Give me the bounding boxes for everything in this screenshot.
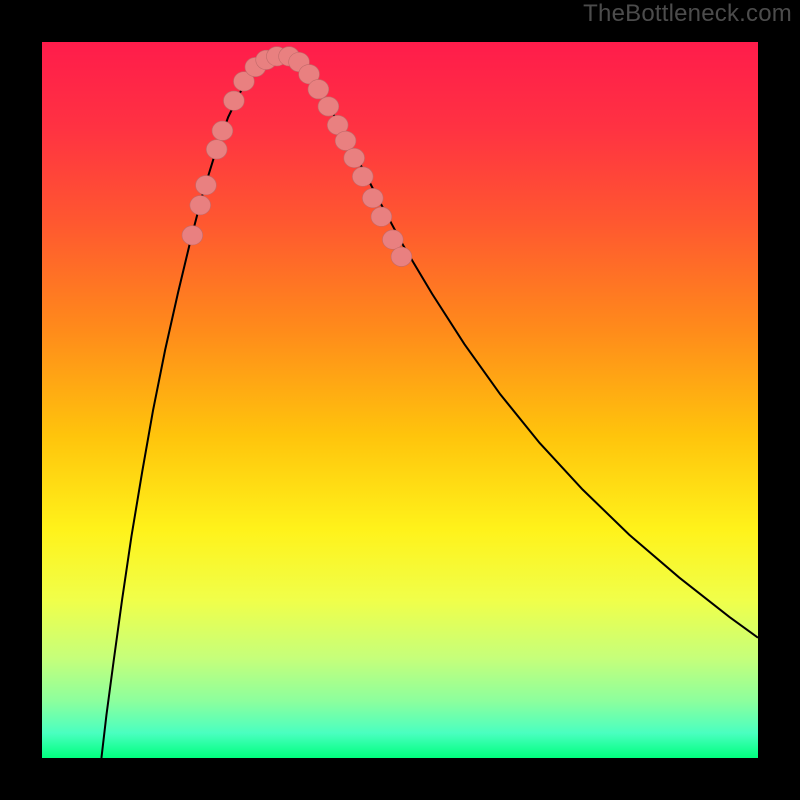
data-marker [190, 196, 211, 215]
plot-area [42, 42, 758, 758]
data-marker [352, 167, 373, 186]
watermark-text: TheBottleneck.com [583, 0, 792, 28]
data-marker [318, 97, 339, 116]
chart-frame: TheBottleneck.com [0, 0, 800, 800]
data-marker [206, 140, 227, 159]
data-marker [308, 80, 329, 99]
data-marker [196, 176, 217, 195]
data-marker [391, 247, 412, 266]
data-marker [335, 131, 356, 150]
data-marker [224, 91, 245, 110]
data-marker [182, 226, 203, 245]
data-marker [371, 207, 392, 226]
chart-svg [42, 42, 758, 758]
data-marker [362, 188, 383, 207]
chart-background [42, 42, 758, 758]
data-marker [344, 148, 365, 167]
data-marker [212, 121, 233, 140]
data-marker [382, 230, 403, 249]
